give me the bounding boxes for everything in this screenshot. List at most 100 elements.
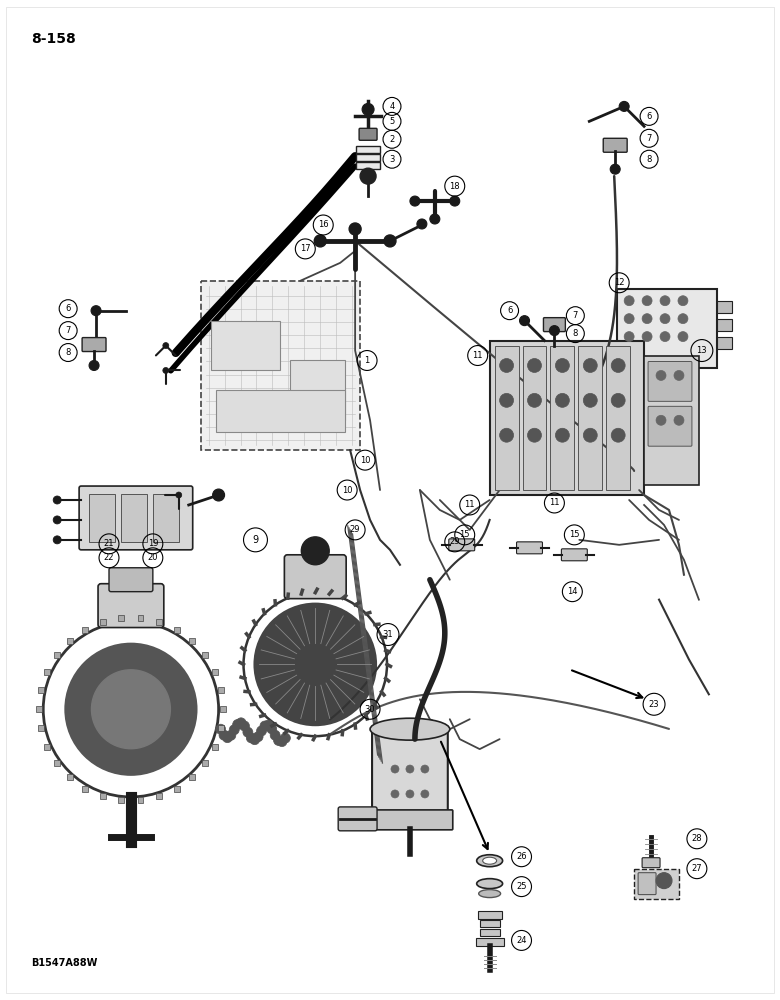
- FancyBboxPatch shape: [448, 539, 475, 551]
- Text: 11: 11: [549, 498, 560, 507]
- Circle shape: [384, 235, 396, 247]
- Text: 7: 7: [573, 311, 578, 320]
- FancyBboxPatch shape: [38, 725, 44, 731]
- Circle shape: [624, 332, 634, 342]
- Circle shape: [349, 223, 361, 235]
- Text: 8: 8: [647, 155, 652, 164]
- FancyBboxPatch shape: [356, 154, 380, 161]
- Text: 16: 16: [318, 220, 328, 229]
- FancyBboxPatch shape: [174, 627, 179, 633]
- Circle shape: [410, 196, 420, 206]
- Text: 31: 31: [383, 630, 393, 639]
- Circle shape: [678, 314, 688, 324]
- FancyBboxPatch shape: [54, 652, 60, 658]
- Ellipse shape: [479, 890, 501, 898]
- Circle shape: [612, 428, 625, 442]
- FancyBboxPatch shape: [100, 793, 105, 799]
- Circle shape: [519, 316, 530, 326]
- FancyBboxPatch shape: [495, 346, 519, 490]
- Circle shape: [229, 725, 239, 735]
- Text: 18: 18: [449, 182, 460, 191]
- FancyBboxPatch shape: [218, 687, 224, 693]
- FancyBboxPatch shape: [211, 669, 218, 675]
- FancyBboxPatch shape: [523, 346, 547, 490]
- Circle shape: [612, 393, 625, 407]
- FancyBboxPatch shape: [200, 281, 360, 450]
- FancyBboxPatch shape: [121, 494, 147, 542]
- FancyBboxPatch shape: [211, 321, 280, 370]
- Circle shape: [254, 603, 376, 725]
- Text: 1: 1: [364, 356, 370, 365]
- Circle shape: [527, 428, 541, 442]
- Circle shape: [66, 643, 197, 775]
- FancyBboxPatch shape: [190, 638, 195, 644]
- Text: 25: 25: [516, 882, 526, 891]
- Text: 3: 3: [389, 155, 395, 164]
- Circle shape: [500, 359, 513, 372]
- Circle shape: [215, 724, 225, 734]
- FancyBboxPatch shape: [79, 486, 193, 550]
- Circle shape: [421, 790, 429, 798]
- FancyBboxPatch shape: [603, 138, 627, 152]
- Circle shape: [678, 332, 688, 342]
- Circle shape: [53, 496, 61, 504]
- Circle shape: [500, 428, 513, 442]
- Circle shape: [226, 730, 236, 740]
- FancyBboxPatch shape: [153, 494, 179, 542]
- FancyBboxPatch shape: [202, 652, 208, 658]
- Circle shape: [257, 726, 267, 736]
- Text: 8: 8: [66, 348, 71, 357]
- Circle shape: [91, 306, 101, 316]
- Circle shape: [656, 415, 666, 425]
- Circle shape: [527, 359, 541, 372]
- FancyBboxPatch shape: [119, 797, 124, 803]
- FancyBboxPatch shape: [551, 346, 574, 490]
- Circle shape: [674, 415, 684, 425]
- Circle shape: [239, 721, 250, 731]
- Circle shape: [583, 359, 597, 372]
- Text: 23: 23: [649, 700, 659, 709]
- FancyBboxPatch shape: [285, 555, 346, 599]
- Circle shape: [270, 730, 280, 740]
- Text: 29: 29: [350, 525, 360, 534]
- Circle shape: [619, 101, 629, 111]
- Text: 10: 10: [342, 486, 353, 495]
- Circle shape: [176, 492, 182, 498]
- FancyBboxPatch shape: [156, 619, 162, 625]
- Text: 12: 12: [614, 278, 625, 287]
- Circle shape: [656, 873, 672, 889]
- Circle shape: [360, 168, 376, 184]
- Circle shape: [450, 196, 459, 206]
- FancyBboxPatch shape: [54, 760, 60, 766]
- Text: 11: 11: [473, 351, 483, 360]
- Circle shape: [642, 332, 652, 342]
- FancyBboxPatch shape: [82, 338, 106, 352]
- Text: 7: 7: [66, 326, 71, 335]
- Circle shape: [264, 720, 273, 730]
- Text: 19: 19: [147, 539, 158, 548]
- Text: 6: 6: [507, 306, 512, 315]
- Text: 28: 28: [692, 834, 702, 843]
- FancyBboxPatch shape: [119, 615, 124, 621]
- Circle shape: [610, 164, 620, 174]
- FancyBboxPatch shape: [109, 568, 153, 592]
- FancyBboxPatch shape: [717, 301, 732, 313]
- FancyBboxPatch shape: [137, 615, 144, 621]
- FancyBboxPatch shape: [606, 346, 630, 490]
- FancyBboxPatch shape: [339, 807, 377, 831]
- Circle shape: [391, 790, 399, 798]
- FancyBboxPatch shape: [372, 726, 448, 822]
- FancyBboxPatch shape: [544, 318, 566, 332]
- FancyBboxPatch shape: [66, 774, 73, 780]
- Text: 7: 7: [647, 134, 652, 143]
- FancyBboxPatch shape: [356, 162, 380, 169]
- Circle shape: [91, 670, 170, 749]
- Circle shape: [362, 103, 374, 115]
- FancyBboxPatch shape: [215, 390, 346, 432]
- Circle shape: [250, 735, 260, 745]
- FancyBboxPatch shape: [644, 356, 699, 485]
- Text: B1547A88W: B1547A88W: [31, 958, 98, 968]
- FancyBboxPatch shape: [359, 128, 377, 140]
- FancyBboxPatch shape: [356, 146, 380, 153]
- Circle shape: [660, 332, 670, 342]
